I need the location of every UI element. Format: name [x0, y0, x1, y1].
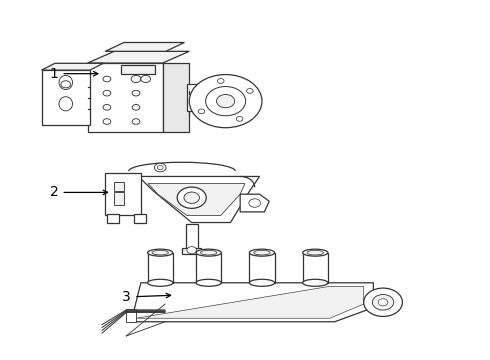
Bar [249, 253, 274, 283]
Ellipse shape [249, 249, 274, 256]
Circle shape [132, 76, 140, 82]
Bar [303, 253, 328, 283]
Bar [114, 182, 124, 191]
Ellipse shape [303, 279, 328, 286]
Circle shape [103, 104, 111, 110]
Text: 2: 2 [50, 185, 108, 199]
Polygon shape [148, 184, 245, 215]
Circle shape [249, 199, 261, 207]
Ellipse shape [196, 249, 221, 256]
Circle shape [198, 109, 205, 114]
Polygon shape [138, 176, 260, 222]
Circle shape [218, 78, 224, 84]
Circle shape [61, 81, 71, 88]
Circle shape [141, 76, 150, 82]
Circle shape [103, 90, 111, 96]
Circle shape [189, 75, 262, 128]
Bar [114, 192, 124, 205]
Circle shape [184, 192, 199, 203]
Bar [147, 253, 173, 283]
Polygon shape [131, 283, 373, 322]
Ellipse shape [254, 250, 270, 255]
Ellipse shape [200, 250, 217, 255]
Circle shape [154, 163, 166, 172]
Circle shape [132, 104, 140, 110]
Bar [122, 65, 155, 74]
Circle shape [246, 89, 253, 93]
Circle shape [378, 299, 388, 306]
Circle shape [217, 94, 235, 108]
Circle shape [157, 166, 163, 170]
Polygon shape [88, 63, 163, 132]
Bar [107, 214, 119, 222]
Ellipse shape [196, 279, 221, 286]
Circle shape [103, 76, 111, 82]
Circle shape [132, 119, 140, 124]
Circle shape [236, 117, 243, 121]
Circle shape [131, 76, 141, 82]
Ellipse shape [303, 249, 328, 256]
Polygon shape [240, 194, 269, 212]
Bar [134, 214, 146, 222]
Ellipse shape [59, 76, 73, 90]
Text: 1: 1 [49, 67, 98, 81]
Polygon shape [163, 63, 189, 132]
Text: 3: 3 [122, 290, 171, 304]
Bar [182, 248, 201, 255]
Ellipse shape [249, 279, 274, 286]
Ellipse shape [147, 249, 173, 256]
Polygon shape [105, 42, 184, 51]
Bar [104, 173, 141, 215]
Ellipse shape [147, 279, 173, 286]
Ellipse shape [307, 250, 323, 255]
Polygon shape [42, 63, 103, 70]
Polygon shape [187, 84, 196, 111]
Circle shape [372, 294, 394, 310]
Ellipse shape [152, 250, 169, 255]
Ellipse shape [59, 97, 73, 111]
Circle shape [132, 90, 140, 96]
Bar [186, 224, 197, 249]
Bar [126, 309, 136, 322]
Bar [42, 70, 90, 125]
Circle shape [103, 119, 111, 124]
Polygon shape [88, 51, 189, 63]
Polygon shape [136, 286, 364, 318]
Circle shape [177, 187, 206, 208]
Bar [196, 253, 221, 283]
Circle shape [206, 86, 245, 116]
Circle shape [187, 247, 196, 254]
Circle shape [364, 288, 402, 316]
